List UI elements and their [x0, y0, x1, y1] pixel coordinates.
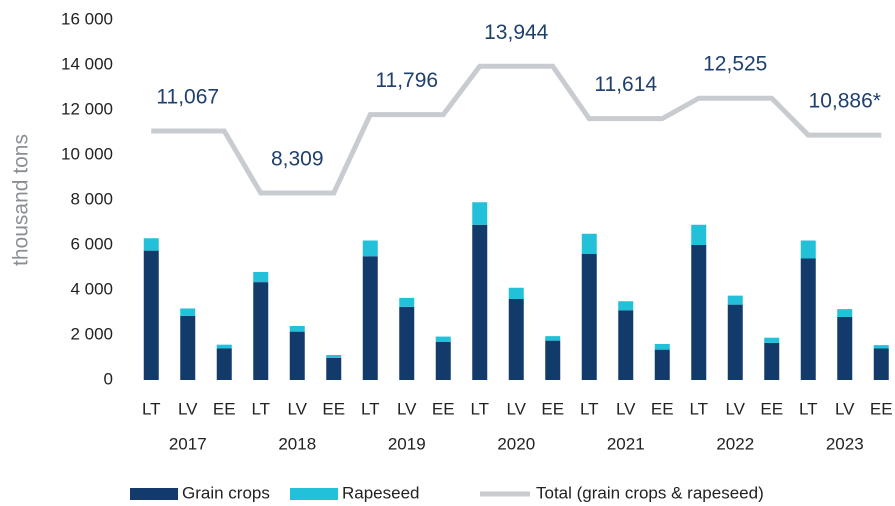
x-tick-label: EE: [432, 399, 455, 418]
bar-segment: [289, 331, 305, 380]
bar-segment: [800, 258, 816, 380]
bar-segment: [873, 345, 889, 349]
x-tick-label: LT: [689, 399, 708, 418]
bar-segment: [326, 357, 342, 380]
bar-segment: [764, 342, 780, 380]
bar-segment: [837, 317, 853, 380]
bar-segment: [545, 340, 561, 380]
bar-segment: [545, 336, 561, 341]
y-axis-label: thousand tons: [10, 134, 33, 266]
bar-segment: [253, 272, 269, 283]
y-tick-label: 6 000: [70, 234, 113, 253]
bar-segment: [326, 355, 342, 358]
bar-segment: [873, 348, 889, 380]
x-tick-label: EE: [541, 399, 564, 418]
y-tick-label: 10 000: [61, 144, 113, 163]
x-tick-label: EE: [760, 399, 783, 418]
bar-segment: [399, 297, 415, 307]
bar-segment: [216, 348, 232, 380]
x-tick-label: LV: [725, 399, 745, 418]
group-label: 2021: [607, 434, 645, 453]
group-label: 2017: [169, 434, 207, 453]
x-tick-label: EE: [322, 399, 345, 418]
x-tick-label: LV: [835, 399, 855, 418]
bar-segment: [764, 337, 780, 343]
data-label: 11,614: [594, 73, 657, 96]
bar-segment: [472, 202, 488, 225]
bar-segment: [508, 287, 524, 299]
legend-label: Rapeseed: [342, 483, 420, 502]
bar-segment: [581, 233, 597, 254]
legend-label: Total (grain crops & rapeseed): [536, 483, 764, 502]
bar-segment: [618, 310, 634, 380]
bar-segment: [143, 250, 159, 380]
data-label: 10,886*: [809, 90, 881, 113]
group-label: 2022: [716, 434, 754, 453]
data-label: 13,944: [484, 21, 549, 44]
y-tick-label: 4 000: [70, 279, 113, 298]
bar-segment: [800, 240, 816, 259]
bar-segment: [143, 238, 159, 251]
bar-segment: [253, 282, 269, 380]
group-label: 2018: [278, 434, 316, 453]
x-tick-label: LT: [580, 399, 599, 418]
x-tick-label: LT: [361, 399, 380, 418]
x-tick-label: LV: [178, 399, 198, 418]
bar-segment: [654, 344, 670, 350]
legend-swatch: [130, 488, 178, 500]
x-tick-label: EE: [870, 399, 893, 418]
bar-segment: [362, 240, 378, 257]
x-tick-label: LV: [506, 399, 526, 418]
y-tick-label: 16 000: [61, 9, 113, 28]
x-tick-label: LV: [616, 399, 636, 418]
data-label: 12,525: [703, 53, 767, 76]
bar-segment: [216, 344, 232, 349]
x-tick-label: LT: [251, 399, 270, 418]
x-tick-label: LV: [397, 399, 417, 418]
x-tick-label: LV: [287, 399, 307, 418]
bar-segment: [435, 336, 451, 342]
x-tick-label: EE: [651, 399, 674, 418]
bar-segment: [362, 256, 378, 380]
bar-segment: [691, 224, 707, 245]
bar-segment: [399, 306, 415, 380]
y-tick-label: 8 000: [70, 189, 113, 208]
group-label: 2019: [388, 434, 426, 453]
y-tick-label: 0: [104, 369, 113, 388]
y-tick-label: 14 000: [61, 54, 113, 73]
bar-segment: [654, 349, 670, 380]
data-label: 11,796: [375, 69, 438, 92]
bar-segment: [837, 309, 853, 317]
group-label: 2020: [497, 434, 535, 453]
bar-segment: [435, 341, 451, 380]
x-tick-label: LT: [799, 399, 818, 418]
bar-segment: [180, 308, 196, 316]
data-label: 8,309: [271, 148, 324, 171]
data-label: 11,067: [156, 86, 219, 109]
bar-segment: [289, 326, 305, 332]
legend-swatch: [290, 488, 338, 500]
y-tick-label: 12 000: [61, 99, 113, 118]
x-tick-label: LT: [470, 399, 489, 418]
bar-segment: [691, 245, 707, 380]
bar-segment: [581, 254, 597, 380]
bar-segment: [508, 299, 524, 380]
x-tick-label: LT: [142, 399, 161, 418]
bar-segment: [472, 224, 488, 380]
bar-segment: [618, 301, 634, 311]
total-line: [151, 63, 882, 196]
group-label: 2023: [826, 434, 864, 453]
legend-label: Grain crops: [182, 483, 270, 502]
y-tick-label: 2 000: [70, 324, 113, 343]
x-tick-label: EE: [213, 399, 236, 418]
bar-segment: [727, 295, 743, 305]
bar-segment: [727, 304, 743, 380]
bar-segment: [180, 315, 196, 380]
